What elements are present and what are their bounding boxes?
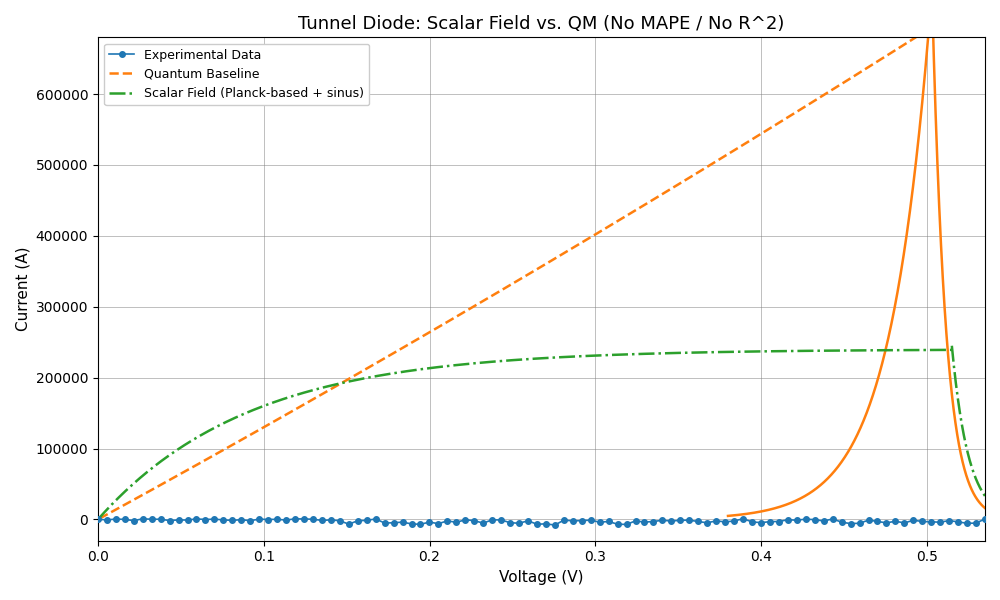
- Experimental Data: [92, 515, 104, 523]
- Experimental Data: [262, 516, 274, 523]
- Quantum Baseline: [953, 7, 965, 14]
- Line: Scalar Field (Planck-based + sinus): Scalar Field (Planck-based + sinus): [98, 350, 952, 520]
- Line: Experimental Data: Experimental Data: [95, 516, 988, 528]
- Quantum Baseline: [501, 284, 513, 291]
- Scalar Field (Planck-based + sinus): [921, 346, 933, 353]
- Experimental Data: [952, 518, 964, 526]
- Y-axis label: Current (A): Current (A): [15, 247, 30, 331]
- Quantum Baseline: [139, 490, 151, 497]
- Scalar Field (Planck-based + sinus): [484, 358, 496, 365]
- Quantum Baseline: [791, 108, 803, 115]
- Scalar Field (Planck-based + sinus): [507, 356, 519, 364]
- Experimental Data: [298, 515, 310, 523]
- X-axis label: Voltage (V): Voltage (V): [499, 570, 584, 585]
- Experimental Data: [630, 517, 642, 524]
- Title: Tunnel Diode: Scalar Field vs. QM (No MAPE / No R^2): Tunnel Diode: Scalar Field vs. QM (No MA…: [298, 15, 785, 33]
- Scalar Field (Planck-based + sinus): [946, 346, 958, 353]
- Scalar Field (Planck-based + sinus): [135, 473, 147, 481]
- Quantum Baseline: [524, 269, 536, 277]
- Quantum Baseline: [953, 6, 965, 13]
- Experimental Data: [737, 515, 749, 523]
- Line: Quantum Baseline: Quantum Baseline: [100, 0, 985, 518]
- Experimental Data: [925, 518, 937, 526]
- Scalar Field (Planck-based + sinus): [92, 516, 104, 523]
- Legend: Experimental Data, Quantum Baseline, Scalar Field (Planck-based + sinus): Experimental Data, Quantum Baseline, Sca…: [104, 44, 369, 105]
- Quantum Baseline: [94, 515, 106, 522]
- Scalar Field (Planck-based + sinus): [764, 347, 776, 355]
- Experimental Data: [558, 517, 570, 524]
- Experimental Data: [979, 515, 991, 523]
- Scalar Field (Planck-based + sinus): [921, 346, 933, 353]
- Experimental Data: [549, 521, 561, 529]
